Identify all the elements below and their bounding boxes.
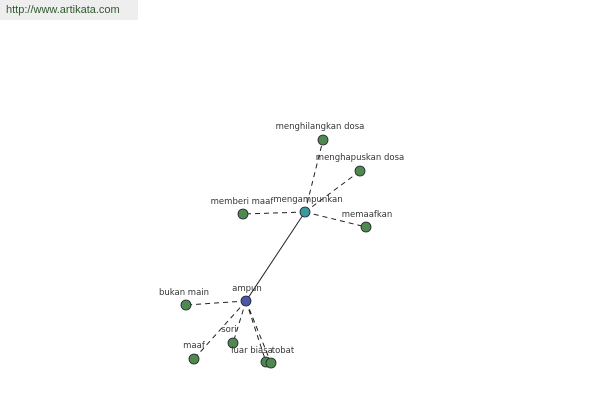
edge	[232, 300, 247, 344]
node-label: tobat	[272, 346, 295, 356]
node	[188, 353, 200, 365]
edge	[304, 139, 324, 213]
node	[237, 208, 249, 220]
edge	[304, 211, 367, 228]
node-label: maaf	[183, 341, 206, 351]
node	[227, 337, 239, 349]
edge	[185, 300, 247, 306]
node	[265, 357, 277, 369]
node-label: memaafkan	[342, 210, 393, 220]
header: http://www.artikata.com	[0, 0, 138, 20]
edge	[245, 300, 272, 364]
node	[299, 206, 311, 218]
url[interactable]: http://www.artikata.com	[6, 4, 120, 16]
edge	[193, 300, 247, 360]
edge	[245, 300, 267, 363]
node-label: memberi maaf	[211, 197, 275, 207]
edge	[304, 170, 361, 213]
node-label: luar biasa	[231, 346, 273, 356]
edge	[245, 211, 306, 302]
node	[354, 165, 366, 177]
node-label: sori	[221, 325, 237, 335]
node-label: bukan main	[159, 288, 209, 298]
node-label: menghilangkan dosa	[276, 122, 365, 132]
node	[360, 221, 372, 233]
node	[180, 299, 192, 311]
node-label: menghapuskan dosa	[316, 153, 404, 163]
edge	[242, 211, 306, 215]
node-label: mengampunkan	[273, 195, 342, 205]
node	[317, 134, 329, 146]
node-label: ampun	[232, 284, 262, 294]
node	[240, 295, 252, 307]
